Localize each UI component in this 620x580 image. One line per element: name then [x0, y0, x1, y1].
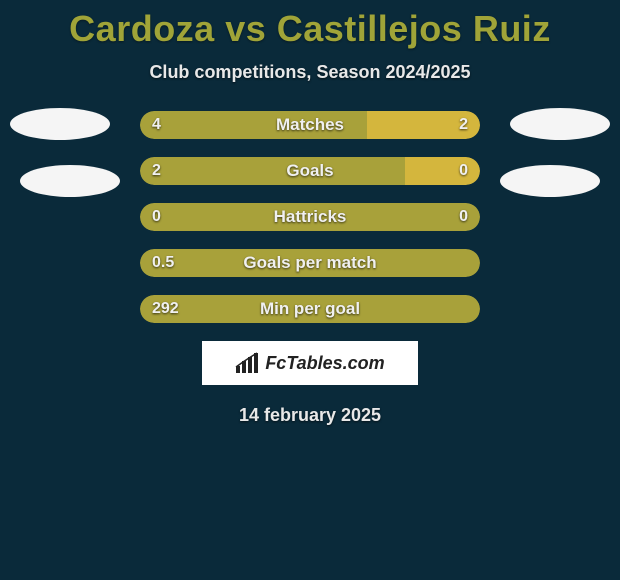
page-subtitle: Club competitions, Season 2024/2025 [0, 62, 620, 83]
team-logo-placeholder [20, 165, 120, 197]
bars-icon [235, 352, 261, 374]
logo-box: FcTables.com [202, 341, 418, 385]
stat-row: 00Hattricks [0, 203, 620, 231]
team-logo-placeholder [500, 165, 600, 197]
stat-label: Hattricks [140, 203, 480, 231]
stat-label: Goals per match [140, 249, 480, 277]
comparison-chart: 42Matches20Goals00Hattricks0.5Goals per … [0, 111, 620, 323]
stat-row: 0.5Goals per match [0, 249, 620, 277]
logo-text: FcTables.com [265, 353, 384, 374]
stat-label: Goals [140, 157, 480, 185]
page-title: Cardoza vs Castillejos Ruiz [0, 0, 620, 50]
stat-label: Min per goal [140, 295, 480, 323]
date-label: 14 february 2025 [0, 405, 620, 426]
team-logo-placeholder [10, 108, 110, 140]
team-logo-placeholder [510, 108, 610, 140]
stat-label: Matches [140, 111, 480, 139]
stat-row: 292Min per goal [0, 295, 620, 323]
